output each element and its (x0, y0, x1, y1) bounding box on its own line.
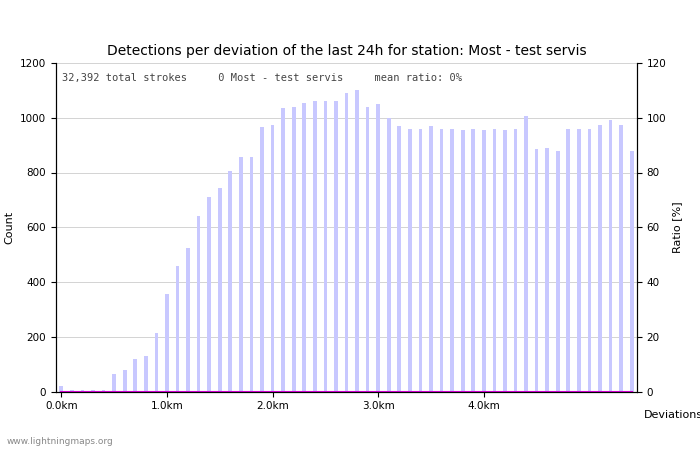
Bar (344, 93, 349, 392)
Bar (102, 390, 106, 392)
Bar (461, 130, 465, 392)
Bar (355, 90, 359, 392)
Bar (144, 356, 148, 392)
Bar (70, 390, 74, 392)
Bar (176, 266, 179, 392)
Bar (482, 130, 486, 392)
Bar (302, 103, 306, 392)
Bar (271, 125, 274, 392)
Bar (377, 104, 380, 392)
Bar (239, 158, 243, 392)
Bar (535, 149, 538, 392)
Bar (630, 151, 634, 392)
Text: Deviations: Deviations (644, 410, 700, 419)
Bar (387, 118, 391, 392)
Bar (587, 129, 592, 392)
Text: 32,392 total strokes     0 Most - test servis     mean ratio: 0%: 32,392 total strokes 0 Most - test servi… (62, 73, 462, 83)
Bar (292, 107, 295, 392)
Bar (155, 333, 158, 392)
Bar (545, 148, 549, 392)
Bar (186, 248, 190, 392)
Bar (60, 386, 63, 391)
Bar (218, 188, 222, 392)
Bar (524, 117, 528, 392)
Bar (419, 129, 422, 392)
Bar (334, 101, 338, 392)
Bar (122, 369, 127, 392)
Bar (366, 107, 370, 392)
Y-axis label: Ratio [%]: Ratio [%] (672, 202, 682, 253)
Bar (313, 101, 316, 392)
Bar (503, 130, 507, 392)
Bar (91, 390, 94, 392)
Bar (165, 294, 169, 392)
Bar (80, 390, 84, 392)
Bar (197, 216, 200, 392)
Bar (609, 121, 612, 392)
Bar (250, 158, 253, 392)
Bar (207, 197, 211, 392)
Bar (598, 125, 602, 392)
Bar (471, 129, 475, 392)
Bar (260, 127, 264, 392)
Bar (577, 129, 581, 392)
Bar (228, 171, 232, 392)
Bar (134, 359, 137, 392)
Text: www.lightningmaps.org: www.lightningmaps.org (7, 436, 113, 446)
Bar (112, 374, 116, 392)
Bar (620, 125, 623, 392)
Y-axis label: Count: Count (4, 211, 15, 244)
Bar (514, 129, 517, 392)
Bar (440, 129, 443, 392)
Bar (450, 129, 454, 392)
Bar (408, 129, 412, 392)
Bar (323, 101, 327, 392)
Bar (566, 129, 570, 392)
Bar (556, 151, 559, 392)
Bar (398, 126, 401, 392)
Bar (429, 126, 433, 392)
Bar (281, 108, 285, 392)
Title: Detections per deviation of the last 24h for station: Most - test servis: Detections per deviation of the last 24h… (106, 44, 587, 58)
Bar (493, 129, 496, 392)
